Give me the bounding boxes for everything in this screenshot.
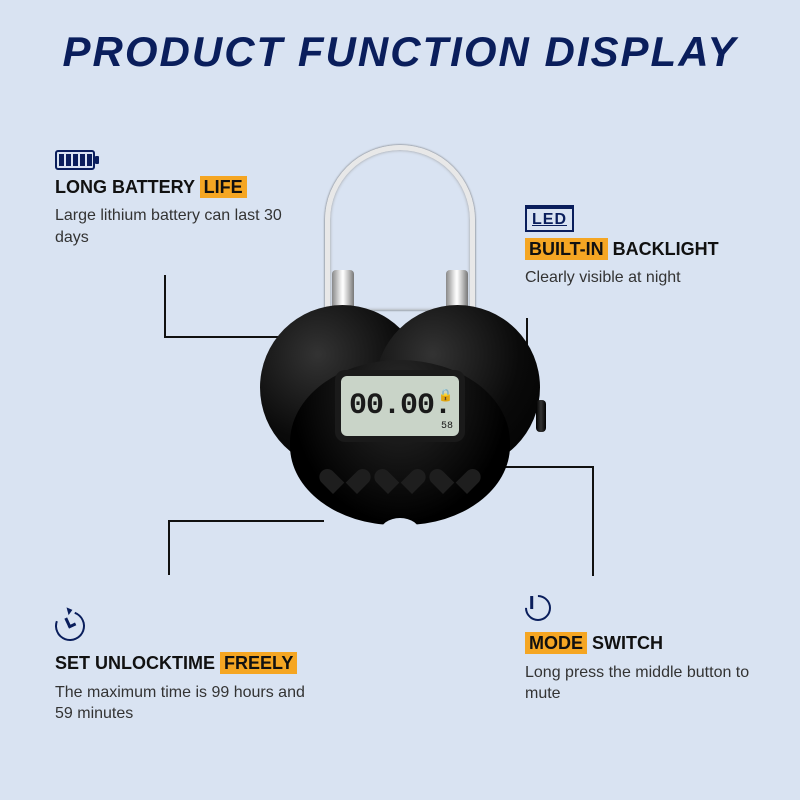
- lcd-digits: 00.00.: [349, 389, 451, 423]
- heart-button: [440, 470, 470, 496]
- feature-heading: LONG BATTERY LIFE: [55, 176, 305, 199]
- feature-unlocktime: SET UNLOCKTIME FREELY The maximum time i…: [55, 611, 305, 725]
- page-title: PRODUCT FUNCTION DISPLAY: [0, 28, 800, 76]
- feature-heading: SET UNLOCKTIME FREELY: [55, 652, 305, 675]
- heading-highlight: LIFE: [200, 176, 247, 198]
- heading-text: LONG BATTERY: [55, 177, 200, 197]
- feature-desc: Clearly visible at night: [525, 267, 755, 289]
- lock-icon: 🔒: [438, 388, 453, 402]
- lock-body: 00.00. 🔒 58: [260, 305, 540, 540]
- heading-highlight: FREELY: [220, 652, 297, 674]
- lcd-screen: 00.00. 🔒 58: [335, 370, 465, 442]
- leader-line: [164, 275, 166, 338]
- feature-battery: LONG BATTERY LIFE Large lithium battery …: [55, 150, 305, 249]
- feature-desc: The maximum time is 99 hours and 59 minu…: [55, 682, 305, 725]
- heading-text: BACKLIGHT: [608, 239, 719, 259]
- clock-icon: [55, 611, 305, 646]
- feature-heading: BUILT-IN BACKLIGHT: [525, 238, 755, 261]
- feature-desc: Long press the middle button to mute: [525, 662, 755, 705]
- heart-button: [385, 470, 415, 496]
- feature-backlight: LED BUILT-IN BACKLIGHT Clearly visible a…: [525, 205, 755, 289]
- side-button: [536, 400, 546, 432]
- leader-line: [168, 520, 170, 575]
- feature-heading: MODE SWITCH: [525, 632, 755, 655]
- ferrule: [446, 270, 468, 310]
- heading-text: SET UNLOCKTIME: [55, 653, 220, 673]
- heart-button: [330, 470, 360, 496]
- heart-buttons: [330, 470, 470, 496]
- feature-desc: Large lithium battery can last 30 days: [55, 205, 305, 248]
- heading-highlight: MODE: [525, 632, 587, 654]
- battery-icon: [55, 150, 305, 170]
- heading-highlight: BUILT-IN: [525, 238, 608, 260]
- led-icon: LED: [525, 205, 755, 232]
- power-icon: [525, 595, 755, 626]
- ferrule: [332, 270, 354, 310]
- heading-text: SWITCH: [587, 633, 663, 653]
- lcd-seconds: 58: [441, 421, 453, 432]
- feature-mode: MODE SWITCH Long press the middle button…: [525, 595, 755, 705]
- leader-line: [592, 466, 594, 576]
- product-image: 00.00. 🔒 58: [260, 265, 540, 565]
